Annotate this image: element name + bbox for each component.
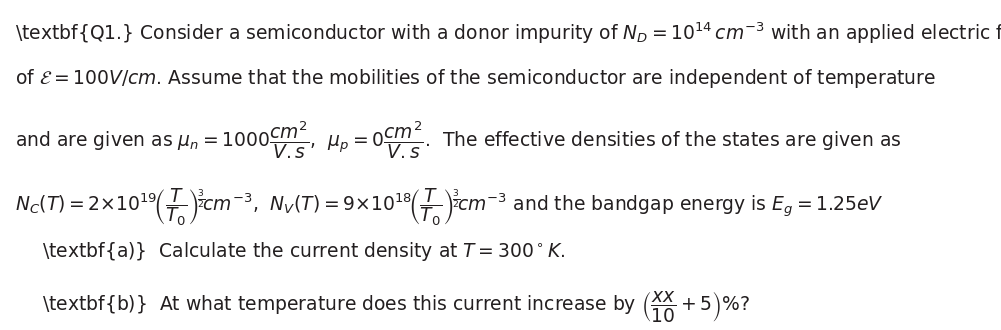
Text: and are given as $\mu_n = 1000\dfrac{cm^2}{V.s}$,  $\mu_p = 0\dfrac{cm^2}{V.s}$.: and are given as $\mu_n = 1000\dfrac{cm^…	[15, 120, 901, 161]
Text: of $\mathcal{E} = 100V/cm$. Assume that the mobilities of the semiconductor are : of $\mathcal{E} = 100V/cm$. Assume that …	[15, 67, 936, 90]
Text: \textbf{a)}  Calculate the current density at $T = 300^\circ K$.: \textbf{a)} Calculate the current densit…	[42, 240, 566, 263]
Text: \textbf{b)}  At what temperature does this current increase by $\left(\dfrac{xx}: \textbf{b)} At what temperature does thi…	[42, 289, 750, 324]
Text: $N_C(T) = 2{\times}10^{19}\!\left(\dfrac{T}{T_0}\right)^{\!\frac{3}{2}}\!cm^{-3}: $N_C(T) = 2{\times}10^{19}\!\left(\dfrac…	[15, 186, 883, 228]
Text: \textbf{Q1.} Consider a semiconductor with a donor impurity of $N_D = 10^{14}\,c: \textbf{Q1.} Consider a semiconductor wi…	[15, 20, 1001, 46]
